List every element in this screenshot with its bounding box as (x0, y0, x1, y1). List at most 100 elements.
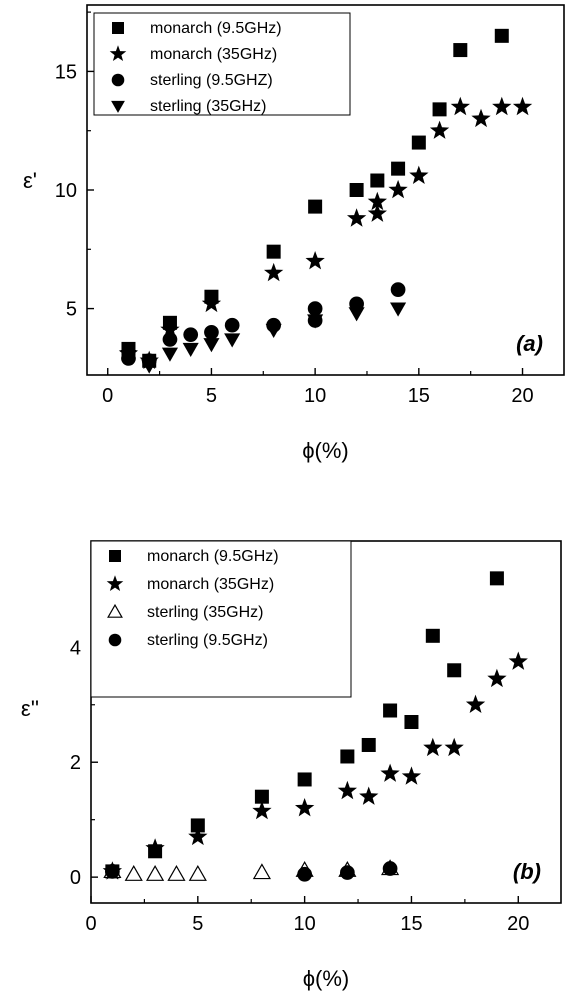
data-point (264, 262, 284, 282)
legend-entry: sterling (35GHz) (147, 604, 263, 621)
x-tick-label: 5 (206, 385, 217, 407)
legend-marker (108, 633, 122, 647)
data-point (146, 865, 165, 881)
data-point (411, 135, 426, 150)
data-point (453, 43, 468, 58)
legend-marker (112, 22, 124, 34)
data-point (508, 651, 528, 670)
data-point (141, 359, 158, 374)
data-point (347, 208, 367, 227)
x-tick-label: 0 (102, 385, 113, 407)
series-4 (120, 302, 407, 374)
data-point (252, 863, 271, 880)
series-4 (105, 861, 398, 882)
legend: monarch (9.5GHz) monarch (35GHz) sterling … (90, 540, 352, 698)
data-point (409, 165, 429, 184)
y-axis-label: ε'' (21, 696, 39, 721)
data-point (432, 102, 447, 117)
data-point (182, 342, 199, 357)
data-point (265, 323, 282, 338)
y-tick-label: 0 (70, 867, 81, 889)
x-tick-label: 5 (192, 913, 203, 935)
panel-label: (b) (513, 859, 541, 884)
legend-marker (106, 575, 124, 591)
data-point (383, 703, 398, 718)
legend-entry: sterling (9.5GHZ) (150, 72, 273, 89)
data-point (361, 737, 376, 752)
x-axis-label: ϕ(%) (302, 438, 349, 463)
legend-entry: monarch (9.5GHz) (150, 20, 282, 37)
data-point (160, 319, 180, 339)
data-point (390, 282, 406, 297)
data-point (391, 161, 406, 176)
data-point (429, 120, 450, 139)
data-point (370, 173, 385, 188)
data-point (252, 800, 272, 820)
legend-entry: monarch (35GHz) (150, 46, 277, 63)
data-point (359, 786, 379, 805)
data-point (337, 780, 357, 800)
data-point (120, 349, 137, 365)
data-point (471, 108, 491, 128)
legend-box (93, 12, 351, 116)
legend-marker (111, 100, 125, 113)
data-point (201, 293, 222, 313)
x-tick-label: 10 (294, 913, 316, 935)
data-point (512, 96, 533, 116)
data-point (447, 663, 462, 678)
legend-entry: sterling (35GHz) (150, 98, 266, 115)
data-point (188, 865, 207, 881)
legend-box (90, 540, 352, 698)
data-point (465, 694, 486, 713)
series-2 (118, 96, 533, 369)
data-point (487, 668, 507, 688)
data-point (348, 307, 365, 322)
y-tick-label: 15 (55, 61, 77, 83)
data-point (297, 772, 312, 787)
data-point (489, 571, 504, 586)
legend-marker (109, 550, 121, 562)
data-point (167, 865, 186, 881)
data-point (404, 715, 419, 729)
data-point (307, 301, 323, 316)
data-point (382, 861, 398, 876)
x-tick-label: 15 (400, 913, 422, 935)
panel-label: (a) (516, 331, 543, 356)
data-point (105, 864, 120, 879)
y-axis-label: ε' (23, 168, 37, 193)
data-point (203, 338, 220, 353)
x-axis-label: ϕ(%) (303, 966, 350, 991)
data-point (423, 737, 443, 757)
y-tick-label: 5 (66, 299, 77, 321)
legend: monarch (9.5GHz) monarch (35GHz) sterling … (93, 12, 351, 116)
data-point (388, 179, 408, 199)
data-point (162, 332, 178, 347)
x-tick-label: 0 (85, 913, 96, 935)
data-point (204, 324, 219, 340)
data-point (390, 302, 407, 317)
data-point (297, 866, 312, 882)
data-point (492, 96, 512, 116)
data-point (380, 763, 400, 782)
data-point (190, 818, 205, 833)
legend-marker (109, 45, 127, 61)
data-point (188, 826, 208, 846)
data-point (307, 314, 324, 329)
data-point (349, 183, 364, 197)
legend-entry: sterling (9.5GHz) (147, 632, 268, 649)
data-point (340, 865, 355, 880)
data-point (295, 798, 315, 817)
data-point (367, 191, 387, 211)
x-tick-label: 10 (304, 385, 326, 407)
data-point (224, 333, 241, 348)
data-point (183, 327, 199, 343)
data-point (308, 199, 323, 214)
data-point (450, 96, 470, 116)
data-point (494, 28, 509, 43)
y-tick-label: 10 (55, 180, 77, 202)
data-point (367, 203, 387, 222)
data-point (444, 737, 464, 757)
legend-marker (111, 73, 125, 87)
